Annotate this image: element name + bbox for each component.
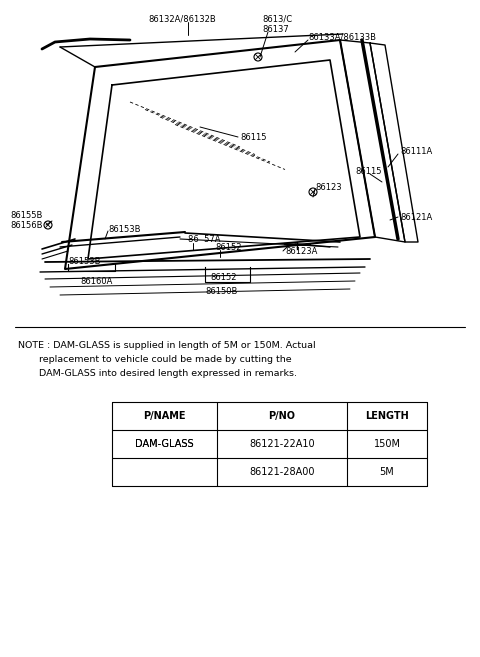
Text: 86132A/86132B: 86132A/86132B bbox=[148, 14, 216, 24]
Text: 86121A: 86121A bbox=[400, 212, 432, 221]
Text: DAM-GLASS: DAM-GLASS bbox=[135, 439, 194, 449]
Text: LENGTH: LENGTH bbox=[365, 411, 409, 421]
Text: 86152: 86152 bbox=[215, 244, 241, 252]
Text: 86123: 86123 bbox=[315, 183, 342, 191]
Text: 86152: 86152 bbox=[210, 273, 237, 281]
Text: 86115: 86115 bbox=[240, 133, 266, 141]
Text: DAM-GLASS: DAM-GLASS bbox=[135, 439, 194, 449]
Text: 86160A: 86160A bbox=[80, 277, 112, 286]
Text: 86150B: 86150B bbox=[205, 286, 238, 296]
Text: 86121-22A10: 86121-22A10 bbox=[249, 439, 315, 449]
Text: 86115: 86115 bbox=[355, 168, 382, 177]
Text: 86137: 86137 bbox=[262, 24, 289, 34]
Text: 86 57A: 86 57A bbox=[188, 235, 220, 244]
Text: 86121-28A00: 86121-28A00 bbox=[249, 467, 315, 477]
Text: 86153B: 86153B bbox=[68, 258, 100, 267]
Text: 86153B: 86153B bbox=[108, 225, 141, 233]
Text: P/NAME: P/NAME bbox=[143, 411, 186, 421]
Text: replacement to vehicle could be made by cutting the: replacement to vehicle could be made by … bbox=[18, 355, 292, 364]
Text: 86111A: 86111A bbox=[400, 148, 432, 156]
Text: P/NO: P/NO bbox=[268, 411, 296, 421]
Text: DAM-GLASS into desired length expressed in remarks.: DAM-GLASS into desired length expressed … bbox=[18, 369, 297, 378]
Text: 86156B: 86156B bbox=[10, 221, 43, 229]
Text: 5M: 5M bbox=[380, 467, 395, 477]
Text: 86133A/86133B: 86133A/86133B bbox=[308, 32, 376, 41]
Text: NOTE : DAM-GLASS is supplied in length of 5M or 150M. Actual: NOTE : DAM-GLASS is supplied in length o… bbox=[18, 341, 316, 350]
Text: 86123A: 86123A bbox=[285, 246, 317, 256]
Text: 8613/C: 8613/C bbox=[262, 14, 292, 24]
Text: 150M: 150M bbox=[373, 439, 400, 449]
Text: 86155B: 86155B bbox=[10, 210, 42, 219]
